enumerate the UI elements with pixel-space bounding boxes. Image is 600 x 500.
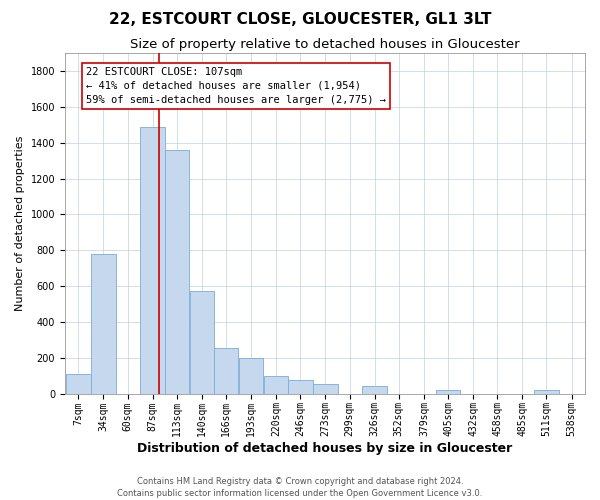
Bar bbox=[214, 348, 238, 394]
Y-axis label: Number of detached properties: Number of detached properties bbox=[15, 136, 25, 311]
Title: Size of property relative to detached houses in Gloucester: Size of property relative to detached ho… bbox=[130, 38, 520, 51]
Bar bbox=[140, 126, 165, 394]
Bar bbox=[313, 384, 338, 394]
Bar bbox=[264, 376, 289, 394]
Bar bbox=[436, 390, 460, 394]
Bar bbox=[66, 374, 91, 394]
Text: Contains HM Land Registry data © Crown copyright and database right 2024.
Contai: Contains HM Land Registry data © Crown c… bbox=[118, 476, 482, 498]
Text: 22 ESTCOURT CLOSE: 107sqm
← 41% of detached houses are smaller (1,954)
59% of se: 22 ESTCOURT CLOSE: 107sqm ← 41% of detac… bbox=[86, 66, 386, 104]
Text: 22, ESTCOURT CLOSE, GLOUCESTER, GL1 3LT: 22, ESTCOURT CLOSE, GLOUCESTER, GL1 3LT bbox=[109, 12, 491, 28]
Bar bbox=[190, 292, 214, 394]
Bar bbox=[534, 390, 559, 394]
Bar bbox=[288, 380, 313, 394]
Bar bbox=[164, 150, 189, 394]
Bar bbox=[239, 358, 263, 394]
X-axis label: Distribution of detached houses by size in Gloucester: Distribution of detached houses by size … bbox=[137, 442, 512, 455]
Bar bbox=[362, 386, 387, 394]
Bar bbox=[91, 254, 116, 394]
